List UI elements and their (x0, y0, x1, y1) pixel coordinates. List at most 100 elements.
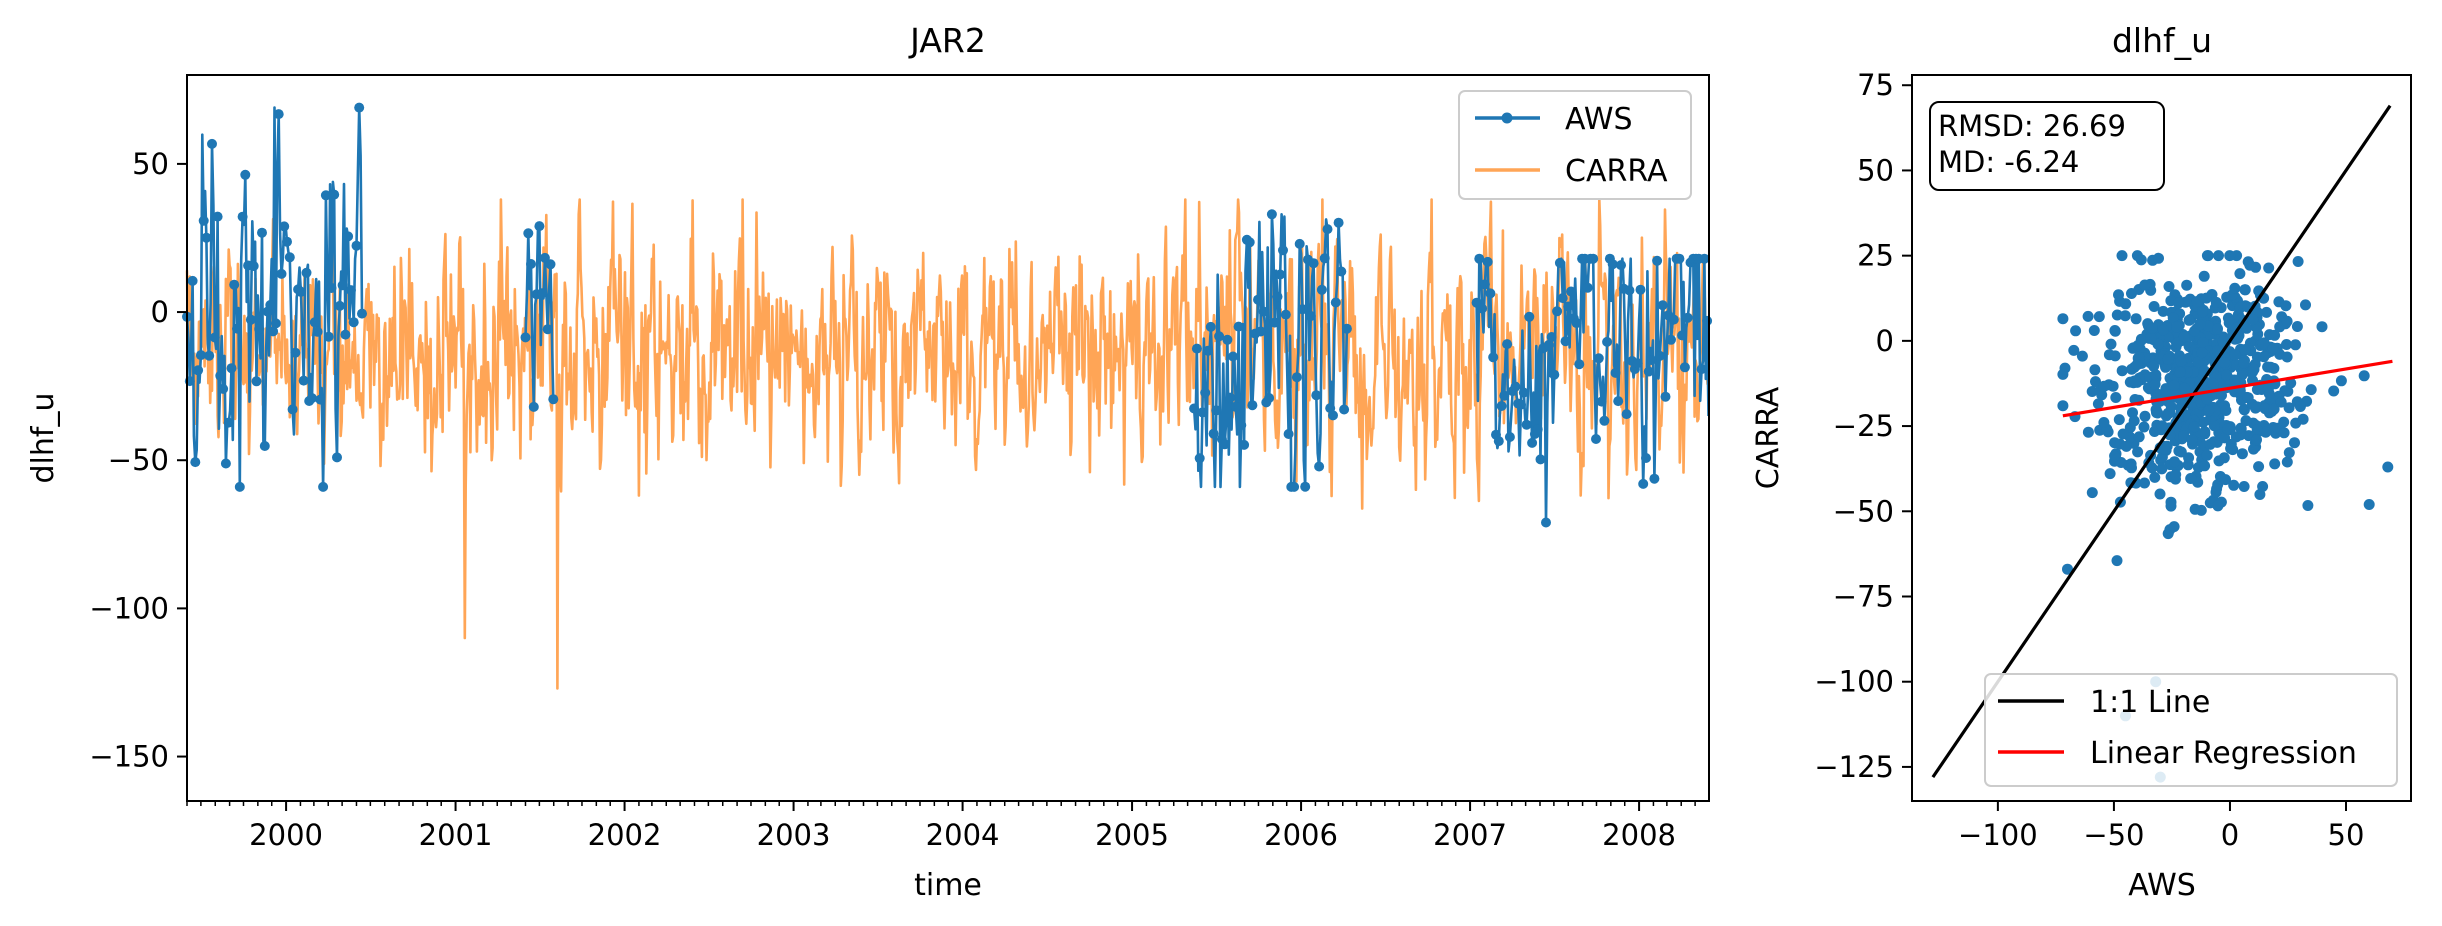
aws-point (282, 236, 292, 247)
scatter-point (2109, 450, 2121, 462)
aws-point (542, 324, 553, 335)
scatter-point (2281, 315, 2293, 327)
scatter-point (2152, 338, 2164, 350)
aws-point (332, 452, 342, 463)
scatter-point (2257, 338, 2269, 350)
scatter-point (2149, 471, 2161, 483)
aws-point (1319, 253, 1330, 264)
scatter-point (2207, 377, 2219, 389)
aws-point (1316, 284, 1327, 295)
scatter-point (2292, 256, 2304, 267)
scatter-point (2283, 402, 2295, 414)
scatter-point (2109, 325, 2121, 336)
scatter-point (2191, 296, 2203, 308)
scatter-point (2175, 446, 2187, 458)
scatter-point (2208, 420, 2220, 432)
aws-point (326, 283, 337, 293)
timeseries-y-tick-label: −100 (89, 591, 169, 625)
aws-point (337, 280, 348, 291)
scatter-point (2135, 334, 2147, 346)
scatter-point (2335, 375, 2347, 387)
scatter-lines (1931, 104, 2393, 779)
scatter-point (2358, 370, 2370, 382)
scatter-point (2105, 338, 2117, 350)
aws-point (1493, 436, 1504, 447)
aws-point (1233, 321, 1244, 332)
scatter-point (2169, 456, 2180, 468)
scatter-point (2229, 349, 2241, 361)
scatter-point (2170, 469, 2182, 481)
scatter-title: dlhf_u (2112, 21, 2212, 60)
scatter-point (2153, 252, 2164, 264)
aws-point (204, 350, 215, 361)
scatter-point (2183, 314, 2195, 326)
scatter-point (2139, 477, 2150, 489)
aws-point (1660, 391, 1671, 402)
aws-point (1557, 293, 1568, 304)
scatter-point (2157, 324, 2169, 336)
aws-point (323, 331, 334, 342)
aws-point (1621, 409, 1632, 420)
aws-point (345, 285, 356, 296)
scatter-point (2291, 321, 2303, 332)
timeseries-x-tick-label: 2005 (1095, 818, 1169, 852)
scatter-point (2165, 496, 2177, 508)
aws-point (1593, 353, 1604, 364)
scatter-point (2248, 443, 2259, 455)
aws-point (1336, 266, 1347, 277)
scatter-point (2089, 364, 2101, 376)
scatter-point (2082, 310, 2094, 322)
aws-point (343, 231, 354, 242)
aws-point (245, 314, 256, 325)
scatter-point (2210, 296, 2222, 308)
aws-point (287, 404, 298, 415)
timeseries-title: JAR2 (908, 21, 986, 60)
aws-point (1305, 311, 1316, 321)
aws-point (209, 332, 220, 343)
aws-point (1341, 323, 1352, 334)
aws-point (295, 286, 306, 297)
aws-point (234, 481, 245, 492)
scatter-point (2225, 443, 2237, 454)
aws-point (1638, 478, 1649, 489)
scatter-point (2201, 250, 2213, 262)
aws-point (290, 347, 301, 358)
scatter-point (2239, 284, 2251, 296)
aws-point (207, 138, 217, 149)
scatter-point (2202, 320, 2214, 332)
scatter-point (2203, 405, 2215, 417)
aws-point (1275, 269, 1286, 280)
timeseries-x-label: time (914, 868, 982, 903)
aws-point (1679, 362, 1690, 373)
timeseries-x-tick-label: 2008 (1602, 818, 1676, 852)
scatter-point (2269, 458, 2281, 470)
aws-point (1516, 399, 1526, 410)
scatter-point (2133, 431, 2145, 443)
aws-point (1280, 309, 1291, 320)
aws-point (1247, 400, 1258, 411)
aws-point (193, 365, 204, 376)
scatter-axes-frame (1911, 74, 2412, 802)
scatter-point (2289, 437, 2300, 449)
aws-point (237, 211, 248, 222)
scatter-point (2290, 339, 2301, 351)
scatter-point (2157, 305, 2169, 317)
aws-point (1214, 331, 1225, 342)
scatter-point (2126, 288, 2137, 299)
scatter-point (2212, 500, 2224, 512)
aws-point (265, 300, 276, 310)
scatter-point (2281, 339, 2292, 350)
aws-point (1560, 336, 1571, 347)
aws-point (318, 481, 329, 492)
scatter-point (2258, 351, 2270, 363)
scatter-point (2260, 426, 2272, 438)
scatter-x-ticks: −100 −50 0 50 (1958, 801, 2364, 852)
scatter-y-tick-label: 75 (1857, 68, 1894, 102)
aws-point (1649, 473, 1660, 484)
aws-point (1230, 401, 1241, 412)
aws-point (354, 102, 365, 113)
aws-point (1566, 286, 1576, 297)
scatter-y-tick-label: −100 (1814, 665, 1894, 699)
aws-point (301, 267, 312, 278)
